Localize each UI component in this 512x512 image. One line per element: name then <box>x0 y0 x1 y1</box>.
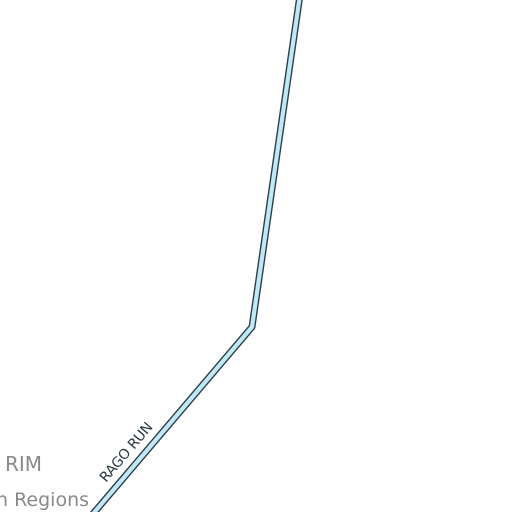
road-rago-run-casing <box>89 0 303 512</box>
road-rago-run[interactable] <box>91 0 302 512</box>
area-label-name: RIM <box>5 452 42 476</box>
area-label-subtitle: n Regions <box>0 489 89 511</box>
